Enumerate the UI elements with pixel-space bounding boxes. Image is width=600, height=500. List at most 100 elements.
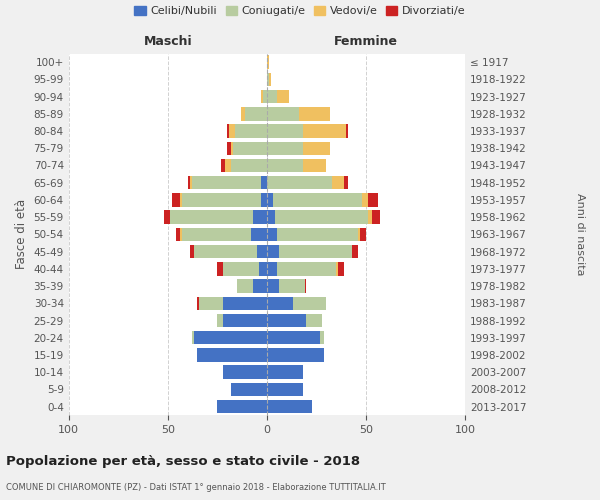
Bar [235,124,267,138]
Y-axis label: Anni di nascita: Anni di nascita [575,193,585,276]
Bar [231,159,267,172]
Bar [279,280,305,293]
Bar [267,280,279,293]
Bar [360,228,366,241]
Bar [253,280,267,293]
Bar [273,193,362,206]
Bar [267,314,307,327]
Bar [299,107,330,120]
Bar [269,72,271,86]
Y-axis label: Fasce di età: Fasce di età [15,200,28,270]
Bar [261,90,263,104]
Bar [179,193,182,206]
Bar [227,142,231,155]
Bar [267,107,299,120]
Bar [217,314,223,327]
Bar [267,193,273,206]
Bar [267,159,302,172]
Bar [302,142,330,155]
Bar [279,245,352,258]
Text: Femmine: Femmine [334,36,398,49]
Bar [302,159,326,172]
Bar [267,245,279,258]
Bar [277,90,289,104]
Bar [332,176,344,190]
Bar [302,124,346,138]
Bar [227,124,229,138]
Bar [194,245,257,258]
Bar [229,124,235,138]
Bar [190,245,194,258]
Bar [267,366,302,379]
Bar [176,228,179,241]
Bar [182,193,261,206]
Bar [191,176,261,190]
Bar [346,124,348,138]
Bar [223,262,259,276]
Bar [261,193,267,206]
Bar [320,331,325,344]
Bar [223,296,267,310]
Bar [253,210,267,224]
Bar [267,90,277,104]
Bar [267,331,320,344]
Bar [194,331,267,344]
Bar [305,280,307,293]
Bar [261,176,267,190]
Bar [259,262,267,276]
Bar [231,382,267,396]
Bar [362,193,368,206]
Bar [358,228,360,241]
Bar [179,228,182,241]
Bar [267,210,275,224]
Bar [223,314,267,327]
Bar [372,210,380,224]
Bar [267,296,293,310]
Bar [231,142,233,155]
Bar [182,228,251,241]
Text: COMUNE DI CHIAROMONTE (PZ) - Dati ISTAT 1° gennaio 2018 - Elaborazione TUTTITALI: COMUNE DI CHIAROMONTE (PZ) - Dati ISTAT … [6,484,386,492]
Bar [191,331,194,344]
Bar [241,107,245,120]
Bar [277,262,336,276]
Bar [263,90,267,104]
Bar [237,280,253,293]
Bar [257,245,267,258]
Text: Popolazione per età, sesso e stato civile - 2018: Popolazione per età, sesso e stato civil… [6,454,360,468]
Bar [199,296,223,310]
Bar [277,228,358,241]
Bar [217,262,223,276]
Bar [267,348,325,362]
Bar [307,314,322,327]
Bar [164,210,170,224]
Bar [197,296,199,310]
Legend: Celibi/Nubili, Coniugati/e, Vedovi/e, Divorziati/e: Celibi/Nubili, Coniugati/e, Vedovi/e, Di… [134,6,466,16]
Bar [368,193,378,206]
Bar [267,142,302,155]
Bar [267,382,302,396]
Bar [217,400,267,413]
Bar [197,348,267,362]
Bar [368,210,372,224]
Bar [172,193,179,206]
Bar [267,56,269,69]
Bar [336,262,338,276]
Bar [170,210,253,224]
Bar [352,245,358,258]
Text: Maschi: Maschi [143,36,192,49]
Bar [233,142,267,155]
Bar [267,228,277,241]
Bar [221,159,225,172]
Bar [267,400,313,413]
Bar [251,228,267,241]
Bar [190,176,191,190]
Bar [223,366,267,379]
Bar [188,176,190,190]
Bar [267,72,269,86]
Bar [225,159,231,172]
Bar [293,296,326,310]
Bar [338,262,344,276]
Bar [275,210,368,224]
Bar [267,176,332,190]
Bar [245,107,267,120]
